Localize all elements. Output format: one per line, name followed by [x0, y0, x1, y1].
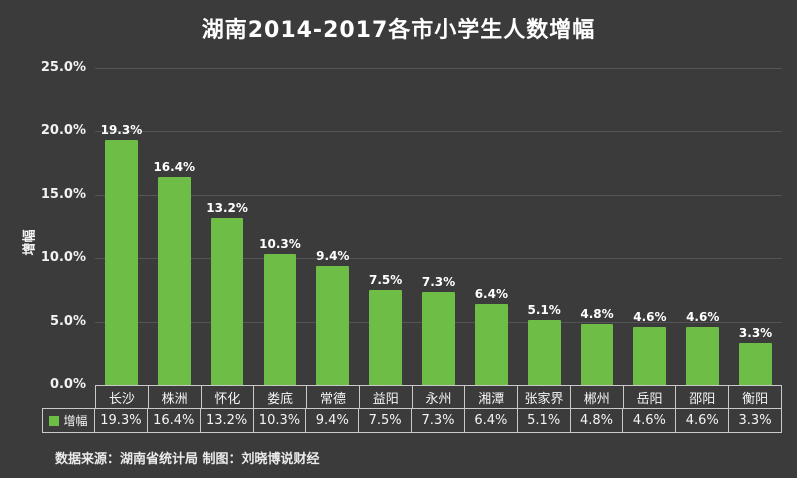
bar: [157, 177, 191, 385]
bar-value-label: 6.4%: [474, 286, 508, 301]
table-category-cell: 湘潭: [464, 385, 519, 409]
bar-value-label: 4.6%: [686, 309, 720, 324]
bar-value-label: 5.1%: [527, 303, 561, 318]
table-category-cell: 长沙: [95, 385, 149, 409]
bar-column: 19.3%: [95, 68, 148, 385]
bar: [527, 320, 561, 385]
bar-column: 9.4%: [306, 68, 359, 385]
table-value-cell: 6.4%: [463, 408, 518, 433]
bar-column: 3.3%: [729, 68, 782, 385]
bar: [210, 217, 244, 385]
table-header-row: 长沙 株洲 怀化 娄底 常德 益阳 永州 湘潭 张家界 郴州 岳阳 邵阳 衡阳: [95, 385, 782, 409]
table-value-cell: 4.6%: [675, 408, 730, 433]
gridline: [95, 68, 782, 69]
gridline: [95, 258, 782, 260]
bar-value-label: 4.6%: [633, 309, 667, 324]
bar: [633, 326, 667, 385]
bar-column: 13.2%: [201, 68, 254, 385]
table-value-cell: 7.3%: [411, 408, 465, 433]
bar-value-label: 10.3%: [259, 237, 301, 252]
gridline: [95, 194, 782, 196]
bar-column: 7.5%: [359, 68, 412, 385]
table-value-cell: 10.3%: [252, 408, 307, 433]
bar-value-label: 9.4%: [316, 248, 350, 263]
table-value-cell: 5.1%: [516, 408, 571, 433]
bar-column: 10.3%: [254, 68, 307, 385]
table-value-cell: 3.3%: [728, 408, 782, 433]
y-tick-label: 5.0%: [49, 313, 86, 329]
table-category-cell: 常德: [306, 385, 360, 409]
bar-column: 6.4%: [465, 68, 518, 385]
bar-column: 4.6%: [623, 68, 676, 385]
y-tick-label: 25.0%: [40, 60, 86, 75]
table-value-cell: 13.2%: [199, 408, 254, 433]
plot-area: 19.3% 16.4% 13.2% 10.3% 9.4% 7.5% 7.3% 6.4% 5.1%…: [95, 68, 782, 385]
chart-title: 湖南2014-2017各市小学生人数增幅: [201, 18, 596, 43]
table-category-cell: 永州: [411, 385, 466, 409]
bar-value-label: 4.8%: [580, 307, 614, 322]
legend-marker-icon: [49, 415, 60, 426]
bar-value-label: 13.2%: [206, 200, 248, 215]
bar-value-label: 19.3%: [100, 123, 143, 138]
y-tick-label: 15.0%: [40, 186, 86, 202]
bar-column: 7.3%: [412, 68, 465, 385]
bar: [474, 303, 508, 385]
y-axis-ticks: 0.0% 5.0% 10.0% 15.0% 20.0% 25.0%: [0, 60, 86, 392]
table-category-cell: 株洲: [147, 385, 202, 409]
table-value-cell: 7.5%: [358, 408, 413, 433]
bar: [105, 140, 138, 385]
bar-column: 4.8%: [571, 68, 624, 385]
table-category-cell: 郴州: [569, 385, 624, 409]
table-category-cell: 衡阳: [728, 385, 782, 409]
table-category-cell: 岳阳: [622, 385, 677, 409]
table-value-cell: 4.6%: [622, 408, 677, 433]
y-tick-label: 20.0%: [40, 123, 86, 139]
table-value-cell: 19.3%: [94, 408, 148, 433]
bar: [422, 292, 455, 385]
table-category-cell: 益阳: [358, 385, 413, 409]
table-category-cell: 邵阳: [675, 385, 730, 409]
table-values-row: 增幅 19.3% 16.4% 13.2% 10.3% 9.4% 7.5% 7.3% 6.4% 5…: [42, 408, 782, 433]
bar: [263, 254, 297, 385]
y-tick-label: 0.0%: [49, 377, 86, 392]
bar-value-label: 7.5%: [369, 272, 403, 287]
bar: [369, 289, 403, 385]
bar-column: 4.6%: [676, 68, 729, 385]
y-tick-label: 10.0%: [40, 250, 86, 266]
table-value-cell: 4.8%: [569, 408, 624, 433]
bar-column: 5.1%: [518, 68, 571, 385]
table-value-cell: 9.4%: [305, 408, 360, 433]
bar: [686, 326, 720, 385]
bars-group: 19.3% 16.4% 13.2% 10.3% 9.4% 7.5% 7.3% 6.4% 5.1%…: [95, 68, 782, 385]
table-category-cell: 娄底: [253, 385, 308, 409]
bar-value-label: 16.4%: [153, 160, 196, 174]
source-note: 数据来源：湖南省统计局 制图：刘晓博说财经: [55, 452, 320, 467]
table-category-cell: 张家界: [517, 385, 571, 409]
bar: [580, 324, 614, 385]
bar-value-label: 7.3%: [421, 275, 456, 290]
bar-value-label: 3.3%: [738, 326, 773, 341]
legend-cell: 增幅: [42, 408, 95, 433]
table-value-cell: 16.4%: [146, 408, 201, 433]
bar: [316, 265, 350, 385]
gridline: [95, 131, 782, 133]
legend-label: 增幅: [63, 414, 88, 428]
bar: [739, 343, 772, 385]
bar-column: 16.4%: [148, 68, 201, 385]
table-category-cell: 怀化: [200, 385, 255, 409]
